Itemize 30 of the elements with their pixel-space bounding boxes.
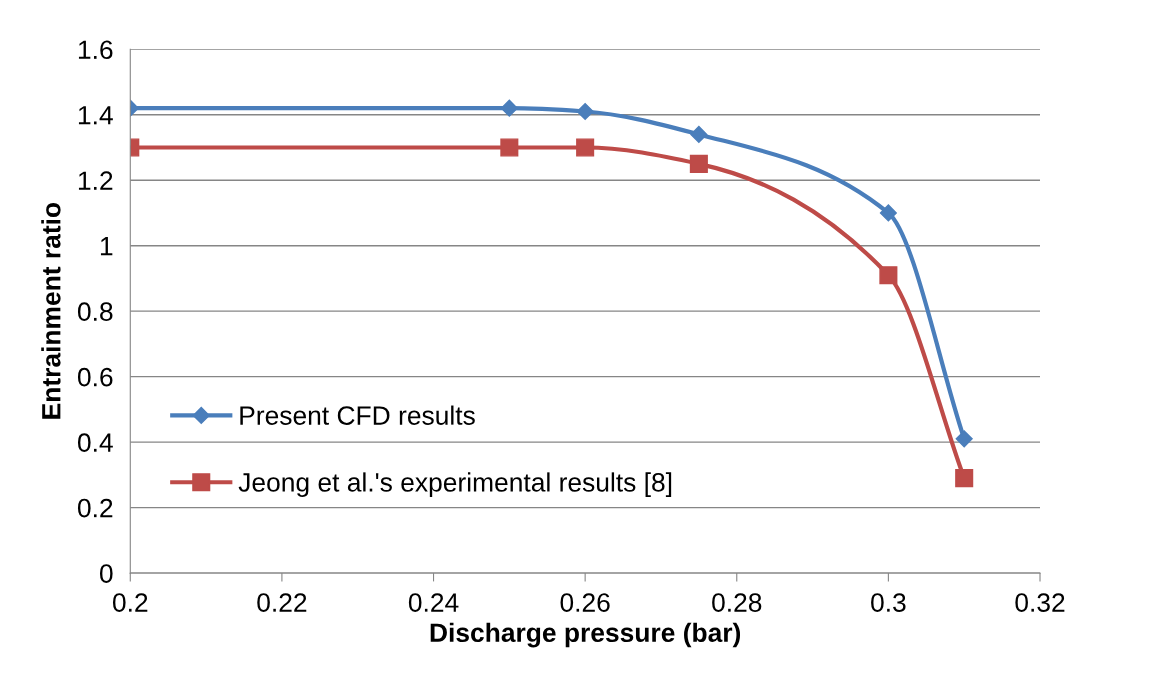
x-axis-title: Discharge pressure (bar)	[430, 622, 741, 648]
y-tick-label: 0.6	[77, 367, 113, 387]
legend-label: Present CFD results	[240, 405, 475, 425]
x-tick-label: 0.2	[112, 593, 148, 612]
point	[690, 125, 708, 143]
x-tick-label: 0.22	[257, 593, 307, 612]
x-tick-label: 0.26	[560, 593, 610, 612]
point	[955, 469, 974, 488]
x-tick-label: 0.3	[871, 593, 906, 612]
point	[500, 138, 519, 157]
y-tick-label: 1.6	[78, 40, 113, 60]
point	[879, 266, 898, 285]
y-tick-label: 0	[99, 564, 113, 583]
x-tick-label: 0.32	[1015, 593, 1065, 612]
y-tick-label: 1.2	[78, 171, 113, 190]
point	[500, 99, 518, 117]
point	[576, 138, 595, 157]
point	[576, 102, 594, 121]
y-tick-label: 0.2	[77, 498, 113, 518]
y-tick-label: 0.4	[77, 433, 113, 452]
x-tick-label: 0.24	[408, 593, 459, 612]
y-tick-label: 1.4	[78, 106, 113, 125]
y-axis-title: Entrainment ratio	[41, 202, 61, 419]
point	[689, 154, 708, 173]
y-tick-label: 1	[100, 237, 113, 256]
point	[955, 430, 973, 448]
x-tick-label: 0.28	[712, 593, 762, 612]
y-tick-label: 0.8	[77, 302, 113, 321]
legend-label: Jeong et al.'s experimental results [8]	[238, 472, 672, 497]
point	[879, 204, 897, 222]
